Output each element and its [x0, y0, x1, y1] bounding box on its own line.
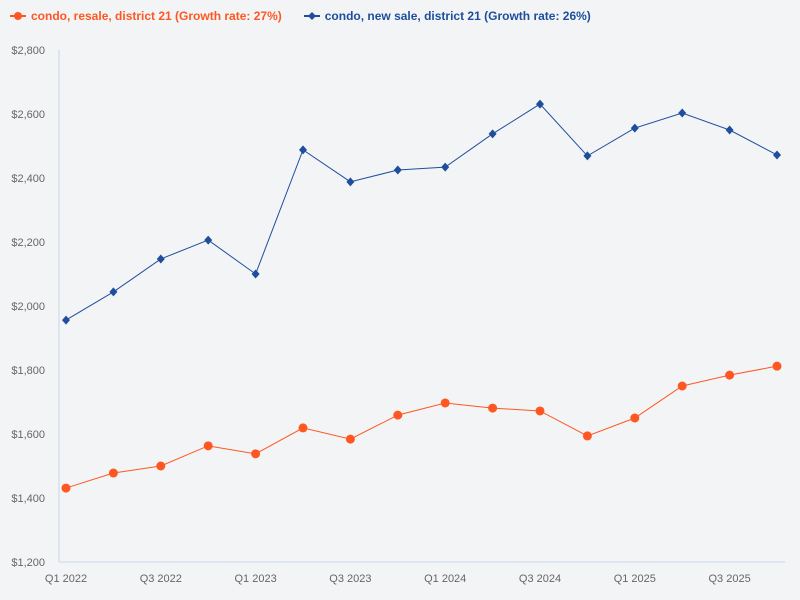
data-point: [582, 431, 592, 441]
data-point: [345, 434, 355, 444]
y-tick-label: $1,800: [11, 365, 45, 377]
x-tick-label: Q3 2022: [140, 573, 182, 585]
data-point: [108, 468, 118, 478]
data-point: [535, 406, 545, 416]
x-tick-label: Q3 2023: [329, 573, 371, 585]
y-tick-label: $2,800: [11, 45, 45, 57]
circle-marker-icon: [10, 12, 26, 20]
y-tick-label: $2,000: [11, 301, 45, 313]
data-point: [62, 315, 70, 325]
data-point: [772, 361, 782, 371]
x-tick-label: Q1 2023: [234, 573, 276, 585]
data-point: [725, 370, 735, 380]
data-point: [630, 413, 640, 423]
data-point: [441, 162, 450, 172]
x-tick-label: Q3 2025: [708, 573, 750, 585]
diamond-marker-icon: [303, 12, 320, 20]
data-point: [393, 165, 402, 175]
series-line-1: [65, 103, 778, 321]
y-tick-label: $1,400: [11, 493, 45, 505]
legend-label: condo, new sale, district 21 (Growth rat…: [324, 9, 591, 23]
x-tick-label: Q1 2024: [424, 573, 466, 585]
data-point: [298, 423, 308, 433]
data-point: [630, 123, 639, 133]
data-point: [677, 381, 687, 391]
y-tick-label: $1,600: [11, 429, 45, 441]
data-point: [346, 177, 355, 187]
data-point: [583, 151, 592, 161]
data-point: [440, 398, 450, 408]
legend-item-resale[interactable]: condo, resale, district 21 (Growth rate:…: [10, 9, 282, 23]
x-tick-label: Q1 2025: [614, 573, 656, 585]
y-tick-label: $2,400: [11, 173, 45, 185]
data-point: [203, 441, 213, 451]
data-point: [156, 254, 165, 264]
data-point: [488, 129, 497, 139]
data-point: [488, 403, 498, 413]
legend: condo, resale, district 21 (Growth rate:…: [10, 9, 591, 23]
data-point: [251, 269, 260, 279]
x-tick-label: Q1 2022: [45, 573, 87, 585]
x-tick-label: Q3 2024: [519, 573, 561, 585]
data-point: [773, 150, 781, 160]
data-point: [299, 145, 307, 155]
series-line-0: [65, 365, 778, 489]
y-tick-label: $1,200: [11, 557, 45, 569]
data-point: [536, 99, 544, 109]
data-point: [251, 449, 261, 459]
data-point: [109, 287, 118, 297]
data-point: [678, 108, 687, 118]
data-point: [393, 410, 403, 420]
data-point: [61, 483, 71, 493]
y-tick-label: $2,200: [11, 237, 45, 249]
data-point: [725, 125, 734, 135]
legend-label: condo, resale, district 21 (Growth rate:…: [31, 9, 282, 23]
legend-item-new-sale[interactable]: condo, new sale, district 21 (Growth rat…: [303, 9, 591, 23]
y-tick-label: $2,600: [11, 109, 45, 121]
data-point: [156, 461, 166, 471]
data-point: [204, 235, 213, 245]
